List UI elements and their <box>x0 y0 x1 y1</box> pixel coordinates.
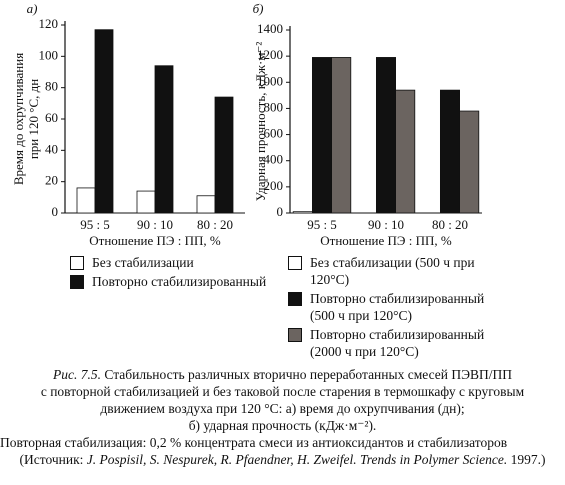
legend-label: Повторно стабилизированный (2000 ч при 1… <box>310 327 485 359</box>
y-tick-label: 1400 <box>257 21 283 36</box>
caption-line: (Источник: J. Pospisil, S. Nespurek, R. … <box>0 451 565 468</box>
bar <box>94 29 114 214</box>
legend-swatch <box>70 256 84 270</box>
legend-swatch <box>288 328 302 342</box>
caption-text: с повторной стабилизацией и без таковой … <box>40 384 525 399</box>
legend: Без стабилизации Повторно стабилизированн… <box>70 254 270 292</box>
caption-text: Стабильность различных вторично перерабо… <box>104 367 512 382</box>
bar <box>395 89 416 214</box>
y-tick-label: 0 <box>277 204 284 219</box>
x-tick-label: 90 : 10 <box>368 217 404 232</box>
panel-label: б) <box>253 1 264 16</box>
caption-label: Рис. 7.5. <box>53 367 102 382</box>
bar <box>154 65 174 214</box>
legend-item: Повторно стабилизированный <box>70 273 270 290</box>
x-tick-label: 95 : 5 <box>80 217 110 232</box>
y-tick-label: 1000 <box>257 73 283 88</box>
legend-swatch <box>288 256 302 270</box>
bar <box>439 89 460 214</box>
bar <box>459 110 480 214</box>
legend-label: Без стабилизации (500 ч при 120°С) <box>310 255 475 287</box>
x-axis-label: Отношение ПЭ : ПП, % <box>320 233 452 248</box>
caption-note: Повторная стабилизация: 0,2 % концентрат… <box>0 435 508 450</box>
caption-text: б) ударная прочность (кДж·м⁻²). <box>188 418 377 433</box>
x-axis-label: Отношение ПЭ : ПП, % <box>89 233 221 248</box>
bar <box>136 190 156 214</box>
y-axis-label: Ударная прочность, кДж·м⁻² <box>253 42 268 202</box>
legend-label: Без стабилизации <box>92 255 194 270</box>
bar <box>196 195 216 214</box>
y-tick-label: 600 <box>264 126 284 141</box>
bar <box>331 57 352 214</box>
legend: Без стабилизации (500 ч при 120°С) Повтор… <box>288 254 508 362</box>
source-authors: J. Pospisil, S. Nespurek, R. Pfaendner, … <box>86 452 508 467</box>
caption-text: движением воздуха при 120 °С: а) время д… <box>100 401 465 416</box>
y-tick-label: 0 <box>52 204 59 219</box>
legend-label: Повторно стабилизированный (500 ч при 12… <box>310 291 485 323</box>
bar <box>292 211 313 214</box>
charts: а) Время до охрупчивания при 120 °С, дн 0 20… <box>11 1 482 248</box>
legend-label: Повторно стабилизированный <box>92 274 267 289</box>
y-tick-label: 60 <box>45 110 58 125</box>
x-tick-label: 80 : 20 <box>432 217 468 232</box>
y-tick-label: 100 <box>39 47 59 62</box>
bar <box>76 187 96 214</box>
y-tick-label: 800 <box>264 99 284 114</box>
y-tick-label: 1200 <box>257 47 283 62</box>
legend-swatch <box>288 292 302 306</box>
y-axis-label: Время до охрупчивания <box>11 53 26 185</box>
legend-item: Без стабилизации <box>70 254 270 271</box>
bar <box>311 57 332 214</box>
y-axis-label: при 120 °С, дн <box>26 79 41 159</box>
legend-item: Повторно стабилизированный (2000 ч при 1… <box>288 326 508 360</box>
legend-swatch <box>70 275 84 289</box>
legend-item: Без стабилизации (500 ч при 120°С) <box>288 254 508 288</box>
bar <box>214 96 234 214</box>
y-tick-label: 400 <box>264 152 284 167</box>
y-tick-label: 120 <box>39 16 59 31</box>
y-tick-label: 40 <box>45 141 58 156</box>
source-year: 1997.) <box>510 452 546 467</box>
bar <box>375 57 396 214</box>
panel-label: а) <box>27 1 38 16</box>
caption-line: Рис. 7.5. Стабильность различных вторичн… <box>0 366 565 383</box>
y-tick-label: 80 <box>45 79 58 94</box>
y-tick-label: 20 <box>45 173 58 188</box>
legend-item: Повторно стабилизированный (500 ч при 12… <box>288 290 508 324</box>
x-tick-label: 90 : 10 <box>137 217 173 232</box>
x-tick-label: 80 : 20 <box>197 217 233 232</box>
y-tick-label: 200 <box>264 178 284 193</box>
source-prefix: (Источник: <box>19 452 84 467</box>
caption: Рис. 7.5. Стабильность различных вторичн… <box>0 366 565 468</box>
x-tick-label: 95 : 5 <box>307 217 337 232</box>
